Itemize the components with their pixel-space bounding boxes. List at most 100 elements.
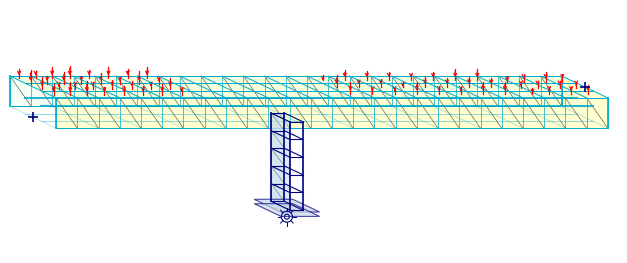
Polygon shape: [31, 76, 53, 107]
Polygon shape: [159, 76, 195, 83]
Polygon shape: [120, 98, 141, 128]
Polygon shape: [26, 83, 62, 91]
Polygon shape: [125, 91, 162, 98]
Polygon shape: [253, 91, 290, 98]
Polygon shape: [184, 98, 204, 128]
Polygon shape: [271, 113, 290, 210]
Polygon shape: [477, 76, 498, 107]
Polygon shape: [519, 76, 540, 107]
Polygon shape: [465, 91, 502, 98]
Polygon shape: [110, 83, 147, 91]
Polygon shape: [271, 113, 284, 201]
Polygon shape: [268, 98, 290, 128]
Polygon shape: [519, 76, 556, 83]
Polygon shape: [435, 76, 471, 83]
Polygon shape: [471, 83, 508, 91]
Polygon shape: [132, 83, 168, 91]
Polygon shape: [295, 91, 332, 98]
Polygon shape: [322, 83, 359, 91]
Polygon shape: [31, 76, 68, 83]
Polygon shape: [238, 83, 274, 91]
Polygon shape: [254, 204, 320, 216]
Polygon shape: [587, 98, 608, 128]
Polygon shape: [180, 76, 201, 107]
Polygon shape: [311, 98, 332, 128]
Polygon shape: [413, 76, 435, 107]
Polygon shape: [174, 83, 211, 91]
Polygon shape: [435, 76, 456, 107]
Polygon shape: [550, 91, 587, 98]
Polygon shape: [147, 91, 184, 98]
Polygon shape: [302, 83, 338, 91]
Polygon shape: [274, 91, 311, 98]
Polygon shape: [460, 98, 480, 128]
Polygon shape: [450, 83, 487, 91]
Polygon shape: [359, 91, 396, 98]
Polygon shape: [62, 91, 98, 98]
Polygon shape: [417, 98, 438, 128]
Polygon shape: [338, 91, 374, 98]
Polygon shape: [502, 98, 523, 128]
Polygon shape: [566, 98, 587, 128]
Polygon shape: [83, 91, 120, 98]
Polygon shape: [392, 76, 429, 83]
Polygon shape: [95, 76, 116, 107]
Polygon shape: [396, 98, 417, 128]
Polygon shape: [53, 76, 89, 83]
Polygon shape: [195, 83, 232, 91]
Polygon shape: [487, 91, 523, 98]
Polygon shape: [307, 76, 329, 107]
Polygon shape: [350, 76, 386, 83]
Polygon shape: [77, 98, 98, 128]
Polygon shape: [374, 98, 396, 128]
Polygon shape: [56, 98, 77, 128]
Polygon shape: [222, 76, 259, 83]
Polygon shape: [508, 91, 544, 98]
Polygon shape: [286, 76, 307, 107]
Polygon shape: [222, 76, 243, 107]
Polygon shape: [438, 98, 460, 128]
Polygon shape: [153, 83, 189, 91]
Polygon shape: [265, 76, 302, 83]
Polygon shape: [74, 76, 95, 107]
Polygon shape: [247, 98, 268, 128]
Polygon shape: [10, 76, 31, 107]
Polygon shape: [189, 91, 226, 98]
Polygon shape: [353, 98, 374, 128]
Polygon shape: [89, 83, 125, 91]
Polygon shape: [159, 76, 180, 107]
Polygon shape: [201, 76, 222, 107]
Polygon shape: [371, 76, 392, 107]
Polygon shape: [290, 98, 311, 128]
Polygon shape: [95, 76, 132, 83]
Polygon shape: [105, 91, 141, 98]
Polygon shape: [544, 98, 566, 128]
Polygon shape: [456, 76, 477, 107]
Polygon shape: [162, 98, 184, 128]
Polygon shape: [492, 83, 529, 91]
Polygon shape: [141, 98, 162, 128]
Polygon shape: [350, 76, 371, 107]
Polygon shape: [344, 83, 381, 91]
Polygon shape: [168, 91, 204, 98]
Polygon shape: [137, 76, 174, 83]
Polygon shape: [535, 83, 571, 91]
Polygon shape: [540, 76, 562, 107]
Polygon shape: [371, 76, 408, 83]
Polygon shape: [226, 98, 247, 128]
Polygon shape: [201, 76, 238, 83]
Polygon shape: [74, 76, 110, 83]
Polygon shape: [98, 98, 120, 128]
Polygon shape: [401, 91, 438, 98]
Polygon shape: [286, 76, 322, 83]
Polygon shape: [46, 83, 83, 91]
Polygon shape: [529, 91, 566, 98]
Polygon shape: [307, 76, 344, 83]
Polygon shape: [456, 76, 492, 83]
Polygon shape: [540, 76, 577, 83]
Polygon shape: [408, 83, 444, 91]
Polygon shape: [423, 91, 460, 98]
Polygon shape: [498, 76, 535, 83]
Polygon shape: [180, 76, 216, 83]
Polygon shape: [204, 98, 226, 128]
